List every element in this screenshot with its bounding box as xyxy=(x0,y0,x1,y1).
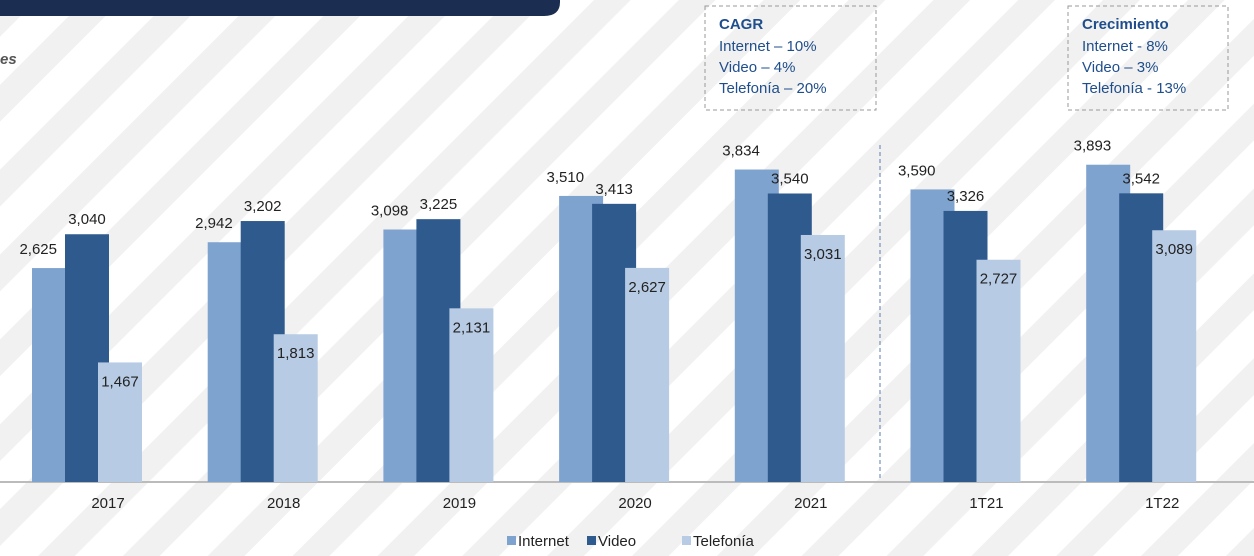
annotation-line: Telefonía - 13% xyxy=(1082,80,1186,97)
bar xyxy=(625,267,670,482)
annotation-title: CAGR xyxy=(719,16,763,33)
bar xyxy=(273,334,318,482)
bar xyxy=(98,362,142,482)
annotation-line: Internet - 8% xyxy=(1082,38,1168,55)
data-label: 3,089 xyxy=(1155,241,1193,258)
legend-swatch xyxy=(682,536,691,545)
legend-swatch xyxy=(587,536,596,545)
bar xyxy=(976,259,1021,482)
annotation-line: Telefonía – 20% xyxy=(719,80,827,97)
data-label: 3,225 xyxy=(420,196,458,213)
data-label: 3,540 xyxy=(771,170,809,187)
data-label: 1,467 xyxy=(101,373,139,390)
header-banner xyxy=(0,0,560,16)
legend-label: Telefonía xyxy=(693,533,755,550)
annotation-line: Internet – 10% xyxy=(719,38,817,55)
annotation-box xyxy=(704,5,877,111)
bar xyxy=(1152,230,1197,482)
data-label: 3,413 xyxy=(595,181,633,198)
subtitle: es xyxy=(0,51,17,68)
x-tick-label: 1T21 xyxy=(969,495,1003,512)
data-label: 2,942 xyxy=(195,215,233,232)
annotation-title: Crecimiento xyxy=(1082,16,1169,33)
bar xyxy=(800,234,845,482)
legend-swatch xyxy=(507,536,516,545)
data-label: 3,202 xyxy=(244,198,282,215)
x-tick-label: 2018 xyxy=(267,495,300,512)
data-label: 2,625 xyxy=(19,241,57,258)
data-label: 3,510 xyxy=(547,169,585,186)
x-tick-label: 2017 xyxy=(91,495,124,512)
data-label: 3,834 xyxy=(722,142,760,159)
data-label: 2,627 xyxy=(628,279,666,296)
data-label: 3,893 xyxy=(1074,138,1112,155)
data-label: 1,813 xyxy=(277,345,315,362)
x-tick-label: 1T22 xyxy=(1145,495,1179,512)
x-tick-label: 2019 xyxy=(443,495,476,512)
legend-label: Internet xyxy=(518,533,570,550)
data-label: 3,031 xyxy=(804,246,842,263)
data-label: 2,727 xyxy=(980,271,1018,288)
x-tick-label: 2021 xyxy=(794,495,827,512)
legend-label: Video xyxy=(598,533,636,550)
data-label: 3,098 xyxy=(371,202,409,219)
annotation-box xyxy=(1067,5,1229,111)
data-label: 3,542 xyxy=(1122,170,1160,187)
bar xyxy=(449,308,494,482)
annotation-line: Video – 4% xyxy=(719,59,795,76)
x-tick-label: 2020 xyxy=(618,495,651,512)
data-label: 2,131 xyxy=(453,319,491,336)
data-label: 3,590 xyxy=(898,162,936,179)
annotation-line: Video – 3% xyxy=(1082,59,1158,76)
data-label: 3,326 xyxy=(947,188,985,205)
data-label: 3,040 xyxy=(68,211,106,228)
